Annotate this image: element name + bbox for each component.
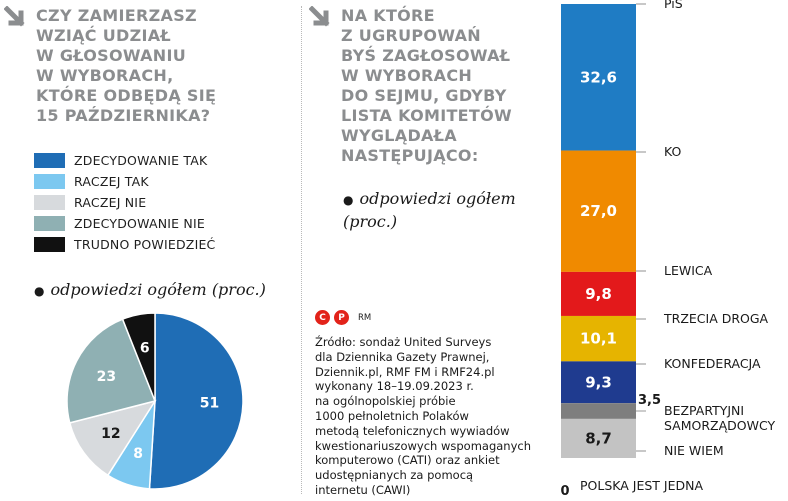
question-2-title: NA KTÓRE Z UGRUPOWAŃ BYŚ ZAGŁOSOWAŁ W WY… bbox=[341, 6, 512, 165]
pie-subtitle-text: odpowiedzi ogółem (proc.) bbox=[50, 280, 266, 299]
bar-category-label: POLSKA JEST JEDNA bbox=[580, 478, 703, 493]
license-badge: C P RM bbox=[315, 310, 371, 325]
bar-category-label: TRZECIA DROGA bbox=[663, 311, 769, 326]
legend-swatch bbox=[34, 174, 65, 189]
bar-value-label: 9,8 bbox=[585, 285, 612, 303]
pie-chart: 51 8 12 23 6 bbox=[66, 312, 244, 490]
legend-item: RACZEJ TAK bbox=[34, 171, 284, 192]
bar-value-label: 10,1 bbox=[580, 330, 617, 348]
bar-category-label: LEWICA bbox=[664, 263, 713, 278]
license-text: RM bbox=[358, 312, 372, 323]
legend-item: RACZEJ NIE bbox=[34, 192, 284, 213]
arrow-icon bbox=[309, 6, 330, 27]
bar-value-label: 27,0 bbox=[580, 202, 617, 220]
bar-category-label: KONFEDERACJA bbox=[664, 356, 761, 371]
publishing-rights-icon: P bbox=[334, 310, 349, 325]
pie-subtitle: ● odpowiedzi ogółem (proc.) bbox=[34, 280, 266, 299]
source-note: Źródło: sondaż United Surveys dla Dzienn… bbox=[315, 335, 531, 497]
legend-swatch bbox=[34, 195, 65, 210]
legend-label: ZDECYDOWANIE TAK bbox=[74, 153, 208, 168]
column-divider bbox=[301, 6, 302, 494]
legend-label: RACZEJ TAK bbox=[74, 174, 149, 189]
bar-value-label: 32,6 bbox=[580, 68, 617, 86]
bar-category-label: NIE WIEM bbox=[664, 443, 724, 458]
pie-slice-label: 12 bbox=[101, 426, 120, 442]
bar-segment bbox=[561, 403, 636, 419]
bar-segment bbox=[561, 418, 636, 458]
pie-slice-label: 23 bbox=[97, 369, 116, 385]
legend-label: TRUDNO POWIEDZIEĆ bbox=[74, 237, 216, 252]
pie-slice bbox=[121, 312, 156, 402]
pie-slice bbox=[148, 312, 244, 490]
bar-value-label: 0 bbox=[560, 484, 569, 499]
pie-slice-label: 51 bbox=[200, 396, 219, 412]
bar-subtitle-text: odpowiedzi ogółem (proc.) bbox=[343, 189, 516, 231]
pie-legend: ZDECYDOWANIE TAK RACZEJ TAK RACZEJ NIE Z… bbox=[34, 150, 284, 255]
legend-label: RACZEJ NIE bbox=[74, 195, 147, 210]
pie-slice bbox=[66, 318, 157, 424]
bar-segment bbox=[561, 315, 636, 362]
legend-item: ZDECYDOWANIE TAK bbox=[34, 150, 284, 171]
legend-swatch bbox=[34, 216, 65, 231]
bar-segment bbox=[561, 271, 636, 316]
pie-slice bbox=[68, 399, 157, 477]
legend-swatch bbox=[34, 153, 65, 168]
bar-category-label: KO bbox=[664, 144, 682, 159]
bar-value-label: 9,3 bbox=[585, 373, 612, 391]
bar-segment bbox=[561, 150, 636, 272]
bar-value-label: 8,7 bbox=[585, 429, 612, 447]
legend-swatch bbox=[34, 237, 65, 252]
legend-item: ZDECYDOWANIE NIE bbox=[34, 213, 284, 234]
bar-category-label: BEZPARTYJNI SAMORZĄDOWCY bbox=[664, 403, 775, 433]
legend-item: TRUDNO POWIEDZIEĆ bbox=[34, 234, 284, 255]
legend-label: ZDECYDOWANIE NIE bbox=[74, 216, 205, 231]
bar-segment bbox=[561, 4, 636, 151]
bar-value-label: 3,5 bbox=[638, 393, 661, 408]
copyright-icon: C bbox=[315, 310, 330, 325]
question-1-title: CZY ZAMIERZASZ WZIĄĆ UDZIAŁ W GŁOSOWANIU… bbox=[36, 6, 217, 125]
bar-segment bbox=[561, 361, 636, 404]
bar-category-label: PiS bbox=[664, 0, 683, 11]
pie-slice-label: 8 bbox=[133, 446, 143, 462]
pie-slice-label: 6 bbox=[140, 340, 150, 356]
arrow-icon bbox=[4, 6, 25, 27]
bar-subtitle: ● odpowiedzi ogółem (proc.) bbox=[343, 189, 516, 231]
